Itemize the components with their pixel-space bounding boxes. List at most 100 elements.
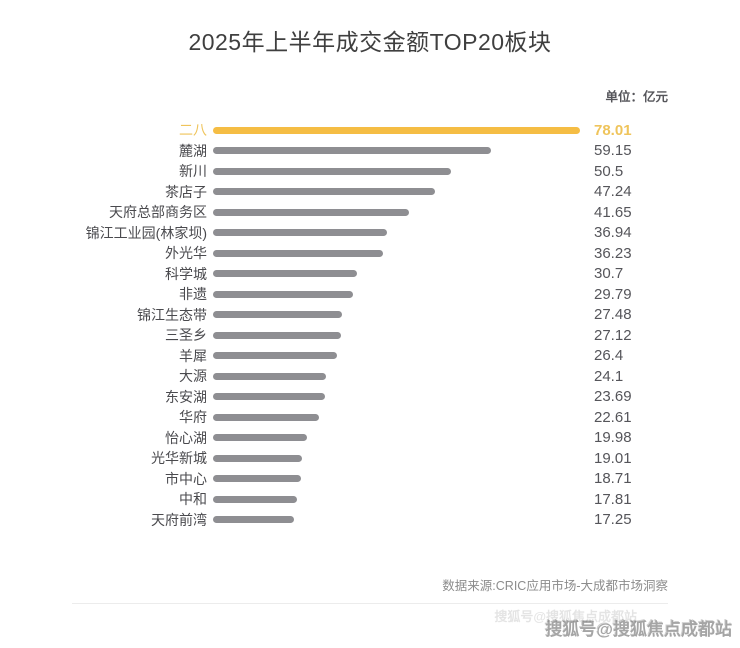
row-bar [213, 167, 451, 175]
chart-row: 新川 50.5 [0, 161, 740, 182]
row-value: 17.25 [594, 511, 632, 529]
row-bar-track [207, 249, 594, 257]
row-bar [213, 454, 303, 462]
unit-label: 单位：亿元 [605, 90, 668, 104]
row-bar-track [207, 188, 594, 196]
row-bar [213, 311, 343, 319]
row-value: 19.01 [594, 449, 632, 467]
watermark-area: 搜狐号@搜狐焦点成都站 搜狐号@搜狐焦点成都站 [494, 609, 732, 640]
row-label: 外光华 [165, 245, 207, 262]
row-bar-track [207, 413, 594, 421]
row-value: 27.12 [594, 326, 632, 344]
row-bar [213, 270, 358, 278]
chart-row: 华府 22.61 [0, 407, 740, 428]
chart-row: 天府总部商务区 41.65 [0, 202, 740, 223]
row-bar [213, 475, 301, 483]
row-bar [213, 208, 409, 216]
row-label: 羊犀 [179, 347, 207, 364]
row-bar [213, 188, 436, 196]
row-bar-track [207, 331, 594, 339]
chart-row: 茶店子 47.24 [0, 182, 740, 203]
chart-row: 光华新城 19.01 [0, 448, 740, 469]
row-bar [213, 495, 297, 503]
row-label: 怡心湖 [165, 429, 207, 446]
row-bar [213, 147, 492, 155]
row-value: 36.94 [594, 224, 632, 242]
chart-row: 市中心 18.71 [0, 469, 740, 490]
footer-divider [72, 603, 668, 604]
chart-row: 科学城 30.7 [0, 264, 740, 285]
chart-row: 怡心湖 19.98 [0, 428, 740, 449]
chart-row: 外光华 36.23 [0, 243, 740, 264]
row-bar-track [207, 167, 594, 175]
row-bar [213, 352, 338, 360]
row-bar [213, 229, 387, 237]
row-value: 50.5 [594, 162, 624, 180]
row-bar [213, 393, 325, 401]
watermark-ghost-text: 搜狐号@搜狐焦点成都站 [494, 609, 637, 624]
row-bar-track [207, 270, 594, 278]
row-label: 华府 [179, 409, 207, 426]
row-label: 麓湖 [179, 142, 207, 159]
row-value: 18.71 [594, 470, 632, 488]
row-bar-track [207, 311, 594, 319]
chart-row: 大源 24.1 [0, 366, 740, 387]
chart-rows: 二八 78.01 麓湖 59.15 新川 50.5 茶店子 47.24 天府总部… [0, 120, 740, 530]
row-label: 大源 [179, 368, 207, 385]
row-value: 24.1 [594, 367, 624, 385]
row-value: 27.48 [594, 306, 632, 324]
row-bar-track [207, 126, 594, 134]
row-label: 光华新城 [151, 450, 207, 467]
watermark-sohu: 搜狐号@搜狐焦点成都站 [545, 620, 732, 639]
row-label: 二八 [179, 122, 207, 139]
row-bar [213, 249, 384, 257]
chart-row: 锦江生态带 27.48 [0, 305, 740, 326]
data-source: 数据来源:CRIC应用市场-大成都市场洞察 [442, 579, 668, 593]
row-label: 非遗 [179, 286, 207, 303]
row-bar-track [207, 454, 594, 462]
chart-row: 非遗 29.79 [0, 284, 740, 305]
row-bar [213, 126, 580, 134]
row-value: 29.79 [594, 285, 632, 303]
row-value: 22.61 [594, 408, 632, 426]
row-label: 科学城 [165, 265, 207, 282]
chart-row: 二八 78.01 [0, 120, 740, 141]
chart-title: 2025年上半年成交金额TOP20板块 [188, 29, 552, 55]
row-bar-track [207, 147, 594, 155]
row-bar-track [207, 229, 594, 237]
row-bar-track [207, 372, 594, 380]
row-value: 47.24 [594, 183, 632, 201]
row-bar-track [207, 475, 594, 483]
chart-row: 三圣乡 27.12 [0, 325, 740, 346]
row-value: 17.81 [594, 490, 632, 508]
row-bar [213, 372, 327, 380]
row-value: 23.69 [594, 388, 632, 406]
row-label: 锦江生态带 [137, 306, 207, 323]
row-bar-track [207, 352, 594, 360]
chart-row: 麓湖 59.15 [0, 141, 740, 162]
row-value: 41.65 [594, 203, 632, 221]
row-label: 茶店子 [165, 183, 207, 200]
row-label: 中和 [179, 491, 207, 508]
chart-row: 东安湖 23.69 [0, 387, 740, 408]
row-bar [213, 413, 320, 421]
row-bar-track [207, 393, 594, 401]
row-bar [213, 516, 295, 524]
chart-row: 中和 17.81 [0, 489, 740, 510]
row-bar-track [207, 434, 594, 442]
row-label: 天府总部商务区 [109, 204, 207, 221]
row-bar-track [207, 290, 594, 298]
chart-row: 锦江工业园(林家坝) 36.94 [0, 223, 740, 244]
row-label: 市中心 [165, 470, 207, 487]
chart-row: 羊犀 26.4 [0, 346, 740, 367]
row-label: 新川 [179, 163, 207, 180]
row-value: 78.01 [594, 121, 632, 139]
row-value: 30.7 [594, 265, 624, 283]
bar-chart: 二八 78.01 麓湖 59.15 新川 50.5 茶店子 47.24 天府总部… [0, 120, 740, 530]
row-value: 19.98 [594, 429, 632, 447]
chart-row: 天府前湾 17.25 [0, 510, 740, 531]
row-bar [213, 290, 354, 298]
row-bar [213, 331, 341, 339]
row-value: 36.23 [594, 244, 632, 262]
